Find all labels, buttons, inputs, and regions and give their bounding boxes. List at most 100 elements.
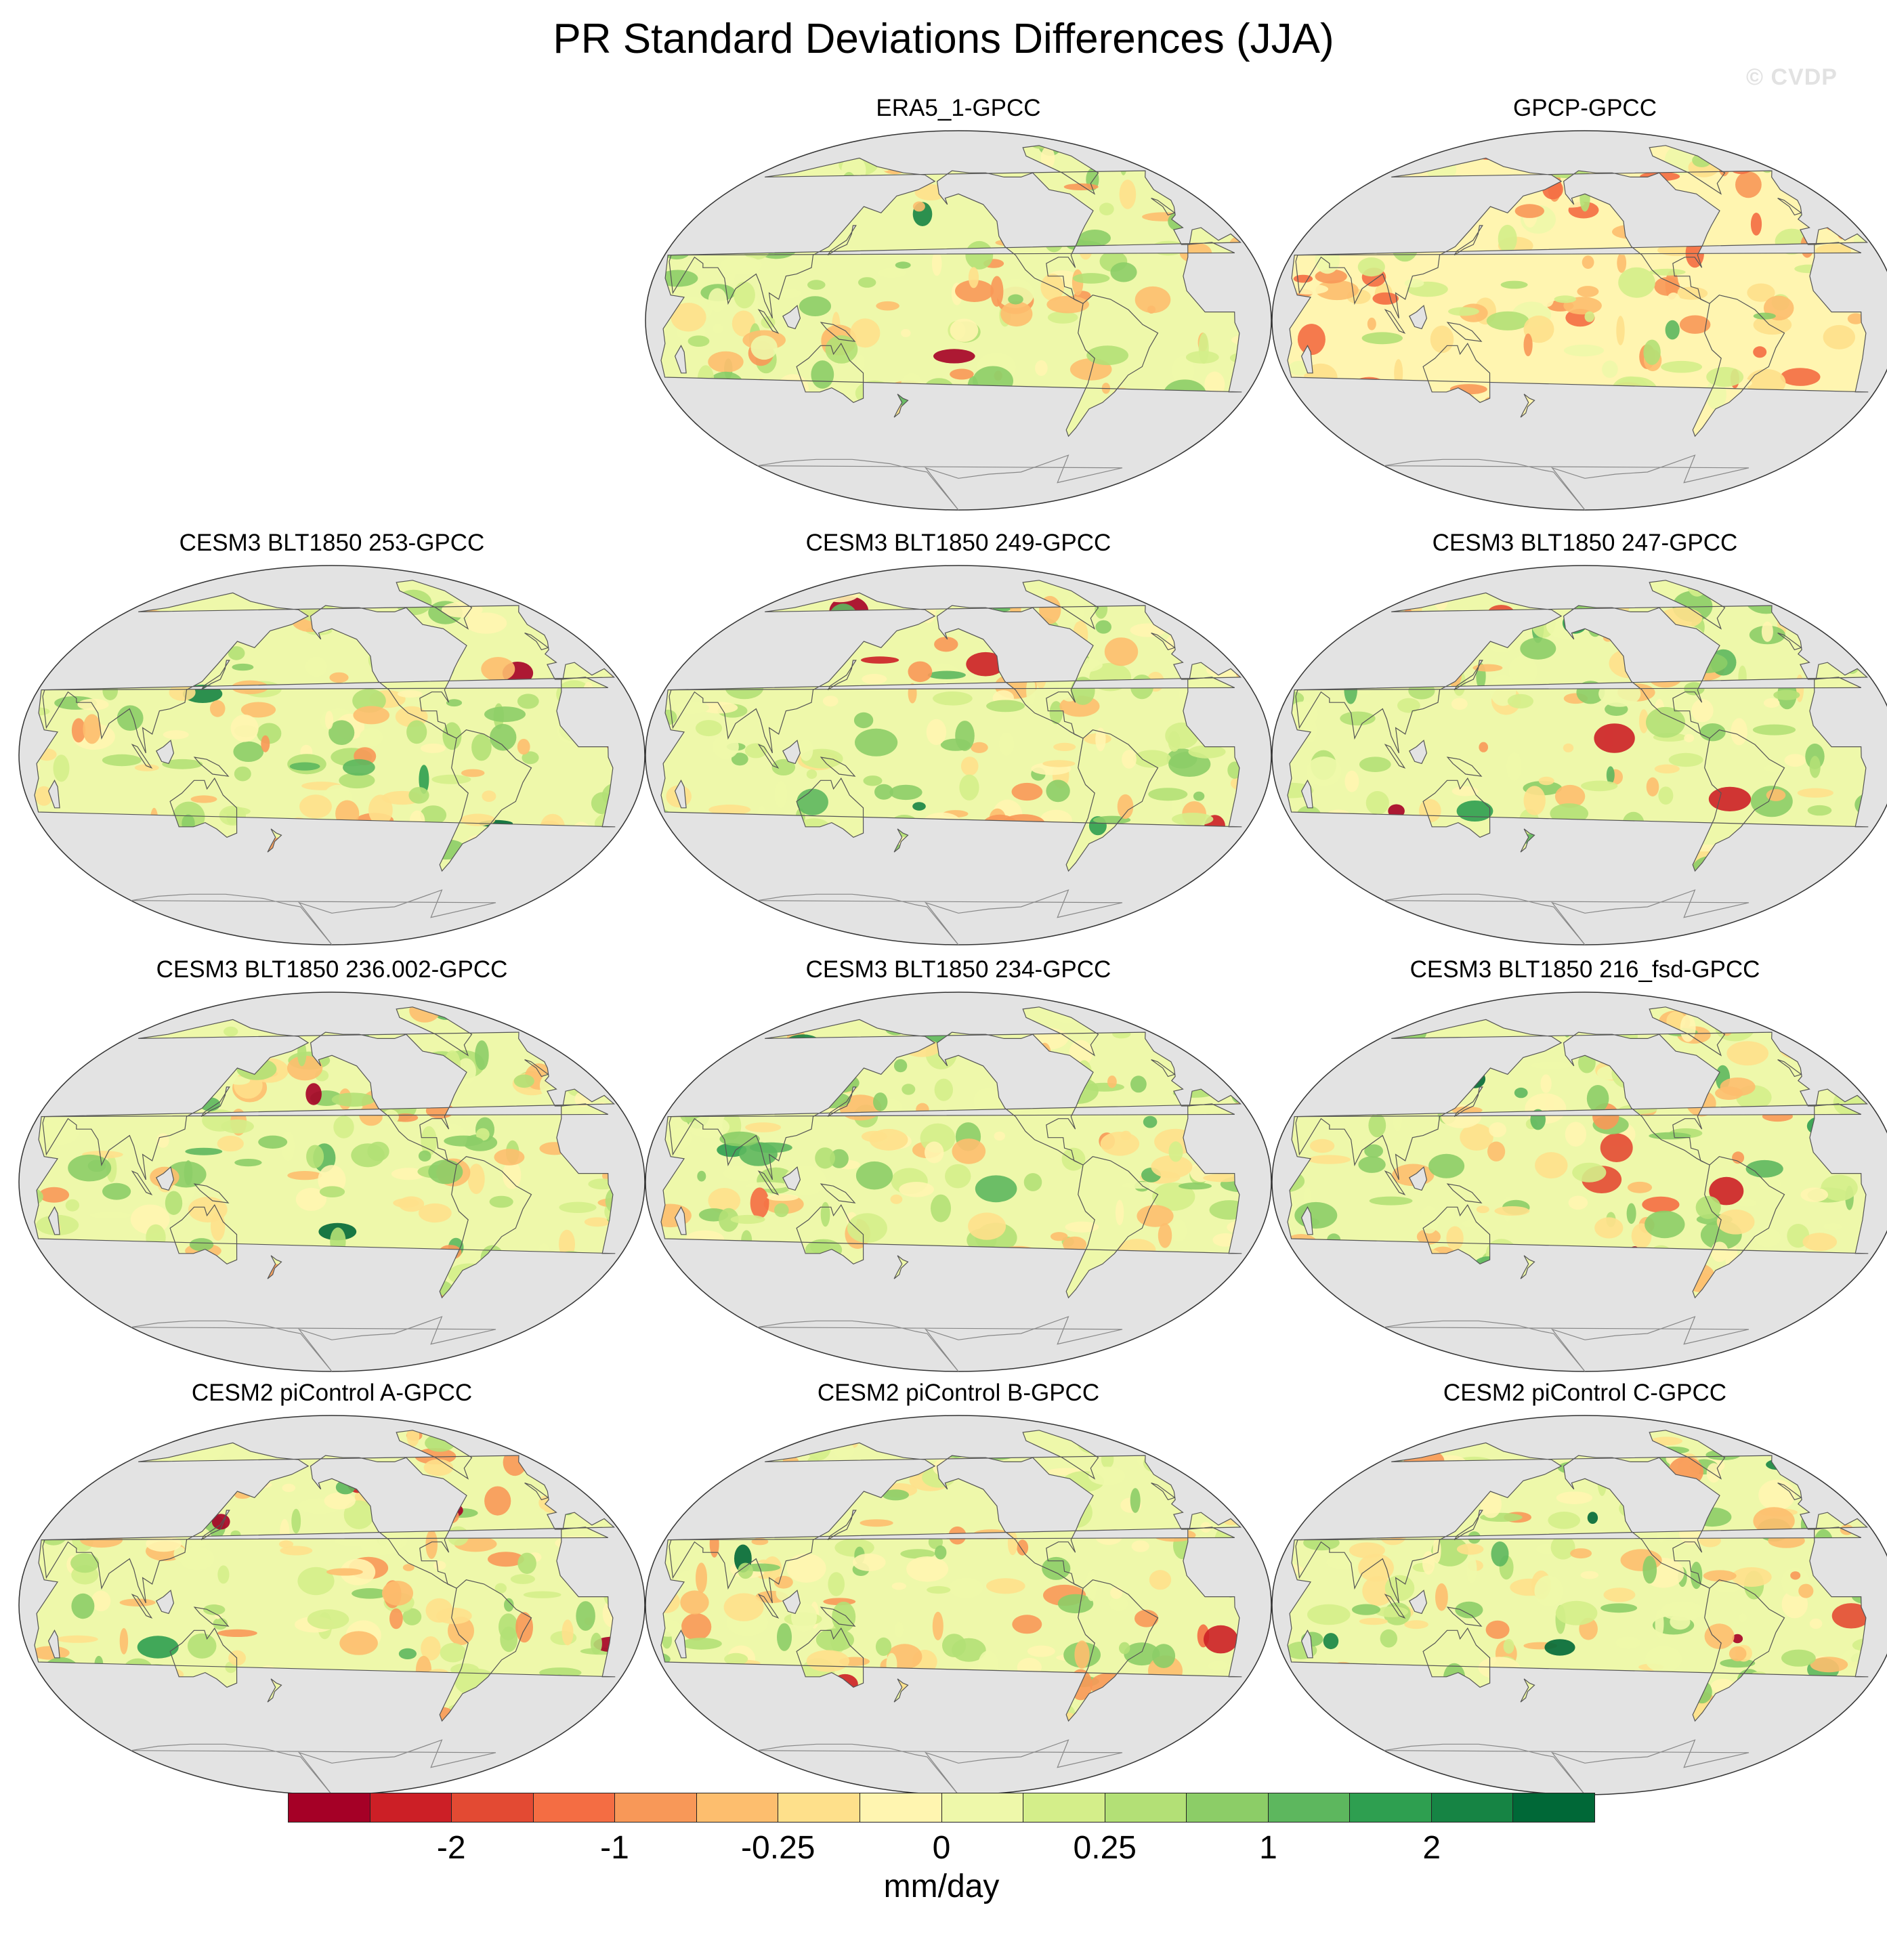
colorbar-box: [941, 1793, 1024, 1822]
map-panel: CESM2 piControl C-GPCC: [1267, 1378, 1887, 1798]
coastline-new-guinea: [820, 1606, 856, 1627]
coastline-australia: [796, 777, 864, 838]
coastline-japan: [200, 660, 230, 691]
coastline-australia: [796, 343, 864, 403]
coastline-antarctica: [757, 454, 1123, 511]
coastline-new-guinea: [1446, 1183, 1483, 1203]
coastline-n-america: [1563, 605, 1720, 739]
coastline-s-america: [1692, 1579, 1785, 1722]
coastline-sumatra: [131, 744, 153, 769]
coastline-new-guinea: [1446, 757, 1483, 777]
panel-title: CESM2 piControl C-GPCC: [1443, 1380, 1727, 1406]
coastline-greenland: [396, 580, 473, 630]
coastline-australia: [1422, 1204, 1491, 1264]
coastline-new-guinea: [820, 1183, 856, 1203]
coastline-greenland: [1022, 1430, 1099, 1480]
coastline-greenland: [1649, 580, 1726, 630]
coastline-japan: [1454, 1510, 1483, 1541]
coastline-borneo: [1409, 740, 1428, 765]
coastline-africa: [1287, 1527, 1869, 1678]
coastline-new-zealand: [267, 1255, 282, 1279]
coastline-new-guinea: [820, 322, 856, 342]
map-panel: ERA5_1-GPCC: [640, 93, 1277, 513]
panel-title: CESM3 BLT1850 249-GPCC: [805, 530, 1111, 556]
coastline-greenland: [396, 1006, 473, 1057]
coastline-madagascar: [1300, 1206, 1313, 1235]
colorbar-tick-label: -0.25: [741, 1830, 815, 1866]
coastline-greenland: [1022, 145, 1099, 195]
colorbar-box: [1268, 1793, 1351, 1822]
panel-title: CESM3 BLT1850 253-GPCC: [179, 530, 485, 556]
coastline-greenland: [396, 1430, 473, 1480]
coastline-uk: [1777, 633, 1802, 651]
coastline-sumatra: [131, 1170, 153, 1195]
panel-title: CESM3 BLT1850 216_fsd-GPCC: [1409, 956, 1760, 983]
coastline-greenland: [1649, 1006, 1726, 1057]
coastline-n-america: [310, 1031, 467, 1166]
colorbar-box: [452, 1793, 534, 1822]
coastline-africa: [660, 1103, 1242, 1254]
colorbar-box: [696, 1793, 779, 1822]
map-panel: CESM3 BLT1850 216_fsd-GPCC: [1267, 955, 1887, 1375]
coastline-japan: [1454, 225, 1483, 256]
map-panel: CESM3 BLT1850 253-GPCC: [14, 528, 650, 948]
coastline-africa: [1287, 1103, 1869, 1254]
coastline-borneo: [156, 1590, 175, 1615]
world-map: [1271, 1415, 1887, 1795]
coastline-madagascar: [47, 1629, 60, 1659]
coastline-sumatra: [757, 1594, 780, 1619]
coastline-new-guinea: [193, 1606, 230, 1627]
coastline-antarctica: [131, 889, 496, 945]
coastline-antarctica: [1384, 1316, 1750, 1372]
coastline-s-america: [1065, 1579, 1159, 1722]
map-panel: CESM3 BLT1850 236.002-GPCC: [14, 955, 650, 1375]
coastline-sumatra: [1384, 744, 1406, 769]
coastline-new-guinea: [193, 757, 230, 777]
coastline-new-zealand: [267, 1678, 282, 1703]
colorbar: -2 -1 -0.25 0 0.25 1 2 mm/day: [288, 1793, 1595, 1928]
coastline-s-america: [1692, 295, 1785, 438]
coastline-australia: [169, 777, 238, 838]
colorbar-box: [778, 1793, 860, 1822]
coastline-antarctica: [757, 889, 1123, 945]
coastline-new-zealand: [893, 1255, 909, 1279]
coastline-borneo: [156, 1166, 175, 1191]
coastline-sumatra: [757, 744, 780, 769]
coastline-s-america: [1692, 729, 1785, 872]
coastline-borneo: [156, 740, 175, 765]
coastline-n-america: [936, 1455, 1094, 1589]
coastline-madagascar: [674, 780, 687, 809]
world-map: [18, 1415, 645, 1795]
coastline-s-america: [439, 729, 532, 872]
colorbar-box: [860, 1793, 942, 1822]
coastline-africa: [1287, 242, 1869, 393]
coastline-japan: [1454, 1086, 1483, 1117]
coastline-eurasia: [1295, 592, 1869, 754]
coastline-s-america: [1065, 729, 1159, 872]
colorbar-tick-label: -2: [436, 1830, 466, 1866]
coastline-s-america: [439, 1156, 532, 1299]
coastline-madagascar: [674, 345, 687, 374]
coastline-greenland: [1022, 580, 1099, 630]
coastline-uk: [524, 1483, 549, 1501]
coastline-eurasia: [42, 1019, 616, 1180]
coastline-africa: [34, 1527, 616, 1678]
coastline-s-america: [1692, 1156, 1785, 1299]
coastline-africa: [34, 1103, 616, 1254]
world-map: [645, 130, 1272, 511]
map-panel: CESM2 piControl A-GPCC: [14, 1378, 650, 1798]
coastline-n-america: [936, 170, 1094, 304]
coastline-n-america: [1563, 1031, 1720, 1166]
coastline-new-zealand: [1520, 1678, 1535, 1703]
coastline-japan: [827, 660, 857, 691]
coastline-japan: [827, 1510, 857, 1541]
coastline-madagascar: [674, 1629, 687, 1659]
coastline-uk: [524, 1059, 549, 1078]
coastline-antarctica: [1384, 454, 1750, 511]
panel-title: CESM3 BLT1850 234-GPCC: [805, 956, 1111, 983]
colorbar-box: [1513, 1793, 1594, 1822]
coastline-new-zealand: [893, 828, 909, 853]
coastline-africa: [1287, 677, 1869, 828]
colorbar-box: [1023, 1793, 1105, 1822]
panel-title: ERA5_1-GPCC: [876, 95, 1041, 121]
